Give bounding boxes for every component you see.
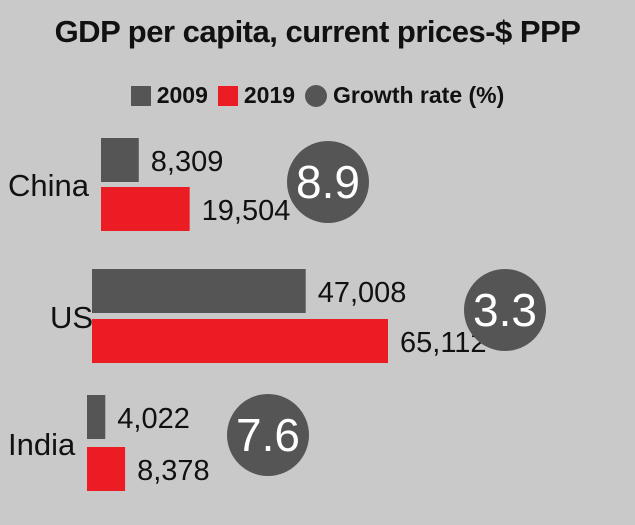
legend-item-2009: 2009: [130, 82, 208, 109]
data-label-india-2019: 8,378: [137, 455, 210, 487]
legend-swatch-2019: [217, 85, 238, 106]
growth-rate-label-us: 3.3: [473, 284, 537, 336]
legend-label-2019: 2019: [243, 82, 296, 108]
category-label-china: China: [8, 168, 90, 203]
data-label-india-2009: 4,022: [117, 403, 190, 435]
legend-item-2019: 2019: [217, 82, 296, 109]
growth-rate-label-india: 7.6: [236, 409, 300, 461]
legend-item-growth-rate: Growth rate (%): [305, 82, 504, 109]
bar-us-2009: [92, 269, 306, 313]
growth-rate-circle-us: [464, 269, 546, 351]
growth-rate-circle-china: [287, 141, 369, 223]
data-label-us-2009: 47,008: [318, 277, 407, 309]
category-label-us: US: [50, 300, 93, 335]
bar-china-2019: [101, 187, 190, 231]
category-label-india: India: [8, 427, 76, 462]
chart-title: GDP per capita, current prices-$ PPP: [54, 14, 581, 49]
data-label-china-2009: 8,309: [151, 146, 224, 178]
legend-label-2009: 2009: [156, 82, 208, 108]
growth-rate-label-china: 8.9: [296, 156, 360, 208]
bar-india-2019: [87, 447, 126, 491]
legend: 2009 2019 Growth rate (%): [0, 82, 635, 109]
bar-china-2009: [101, 138, 139, 182]
data-label-china-2019: 19,504: [202, 195, 291, 227]
bar-us-2019: [92, 319, 388, 363]
growth-rate-circle-india: [227, 394, 309, 476]
legend-swatch-growth-rate: [305, 84, 328, 107]
legend-swatch-2009: [130, 85, 151, 106]
bar-india-2009: [87, 395, 106, 439]
legend-label-growth-rate: Growth rate (%): [333, 82, 505, 108]
